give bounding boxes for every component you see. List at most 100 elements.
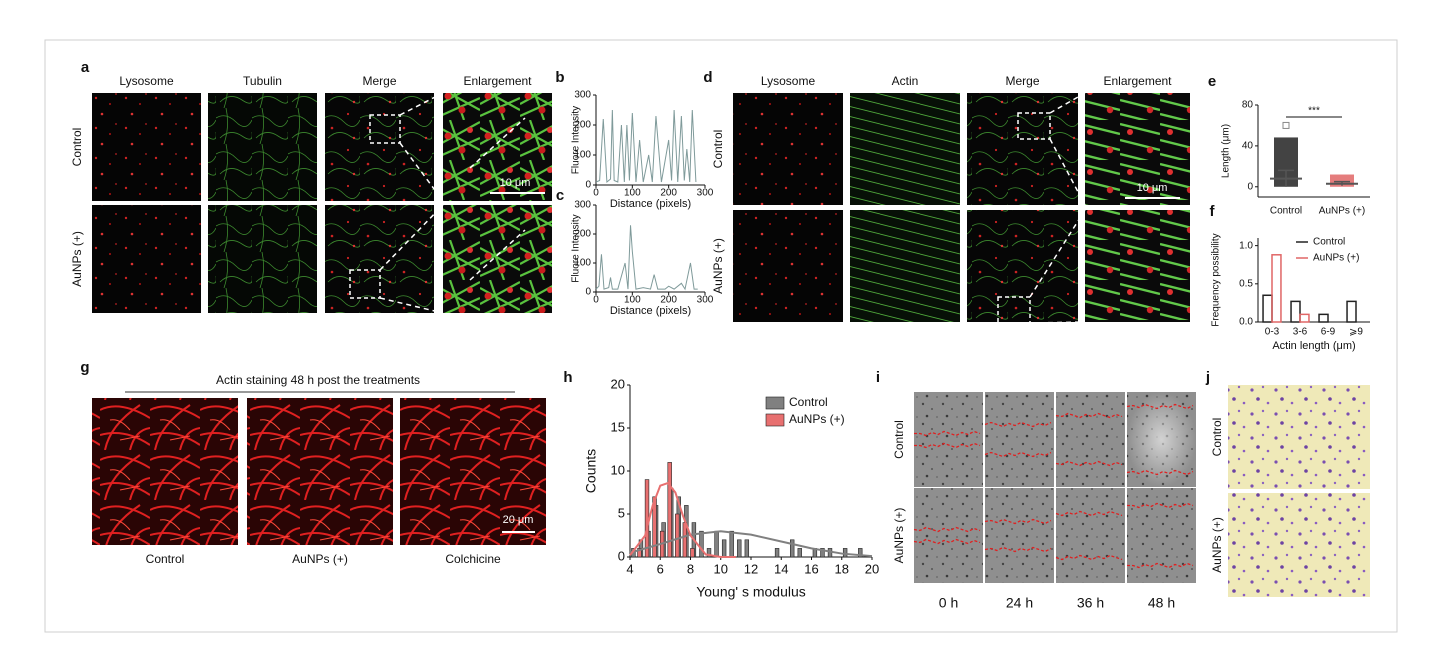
column-header: Lysosome	[119, 74, 174, 88]
column-label: 36 h	[1077, 595, 1104, 611]
panel-label: g	[80, 359, 89, 376]
y-tick-label: 100	[574, 150, 591, 161]
y-tick-label: 20	[611, 376, 625, 391]
x-tick-label: 300	[697, 295, 714, 306]
panel-label: f	[1210, 203, 1216, 220]
wound-edge	[1127, 502, 1194, 509]
wound-edge	[984, 518, 1052, 525]
zoom-box	[1017, 112, 1051, 140]
bar	[1299, 313, 1310, 323]
micrograph	[325, 93, 434, 201]
x-tick-label: 300	[697, 188, 714, 199]
x-tick-label: ⩾9	[1349, 327, 1363, 338]
y-tick-label: 0	[585, 180, 591, 191]
micrograph	[247, 398, 393, 545]
wound-edge	[1055, 510, 1123, 517]
fit-curve	[629, 481, 736, 558]
row-label: AuNPs (+)	[1210, 517, 1224, 573]
scale-bar-label: 20 μm	[503, 514, 534, 526]
histogram-bar	[790, 539, 795, 558]
legend-swatch	[765, 396, 785, 410]
column-header: Merge	[362, 74, 396, 88]
micrograph	[1056, 392, 1125, 487]
y-tick-label: 0	[585, 287, 591, 298]
histogram-bar	[737, 539, 742, 558]
profile-line	[469, 117, 526, 169]
micrograph	[443, 93, 552, 201]
outlier	[1282, 121, 1290, 129]
zoom-line	[379, 297, 444, 314]
histogram-bar	[644, 479, 650, 558]
x-tick-label: 20	[865, 561, 879, 576]
x-tick-label: 18	[835, 561, 849, 576]
row-label: AuNPs (+)	[70, 231, 84, 287]
histogram-bar	[690, 548, 695, 558]
y-tick-label: 200	[574, 120, 591, 131]
histogram-bar	[637, 548, 642, 558]
wound-edge	[914, 430, 981, 437]
zoom-line	[379, 204, 444, 271]
row-label: AuNPs (+)	[711, 238, 725, 294]
wound-edge	[1126, 469, 1194, 476]
micrograph	[1085, 93, 1190, 205]
panel-label: c	[556, 187, 564, 204]
histogram-bar	[714, 530, 719, 558]
micrograph	[733, 93, 843, 205]
bar	[1290, 300, 1301, 323]
x-tick-label: 10	[714, 561, 728, 576]
x-tick-label: 4	[626, 561, 633, 576]
x-tick-label: 100	[624, 188, 641, 199]
zoom-line	[399, 92, 444, 116]
profile-line	[469, 229, 526, 281]
zoom-line	[399, 142, 444, 202]
histogram-bar	[667, 462, 672, 558]
x-axis-label: Actin length (μm)	[1272, 340, 1355, 352]
legend-label: Control	[1313, 237, 1345, 248]
micrograph	[967, 93, 1078, 205]
y-tick-label: 80	[1242, 100, 1254, 111]
panel-label: b	[555, 69, 564, 86]
row-label: AuNPs (+)	[892, 508, 906, 564]
caption: AuNPs (+)	[292, 552, 348, 566]
y-axis-label: Counts	[583, 449, 599, 493]
zoom-line	[1049, 138, 1086, 206]
y-tick-label: 1.0	[1239, 240, 1253, 251]
y-tick-label: 100	[574, 258, 591, 269]
y-tick-label: 0	[618, 548, 625, 563]
scale-bar-label: 10 μm	[500, 177, 531, 189]
y-tick-label: 300	[574, 200, 591, 211]
x-axis-label: Distance (pixels)	[610, 198, 691, 210]
zoom-line	[1029, 321, 1086, 324]
x-tick-label: AuNPs (+)	[1319, 206, 1365, 217]
column-label: 0 h	[939, 595, 958, 611]
micrograph	[1085, 210, 1190, 322]
x-axis-label: Young' s modulus	[696, 584, 806, 600]
column-header: Actin	[892, 74, 919, 88]
y-tick-label: 300	[574, 90, 591, 101]
zoom-line	[1049, 92, 1086, 114]
histogram-bar	[744, 539, 750, 558]
x-tick-label: 0	[593, 188, 599, 199]
x-tick-label: Control	[1270, 206, 1302, 217]
wound-edge	[1055, 554, 1123, 561]
x-tick-label: 14	[774, 561, 788, 576]
panel-label: i	[876, 369, 880, 386]
column-label: 48 h	[1148, 595, 1175, 611]
y-tick-label: 10	[611, 462, 625, 477]
panel-label: a	[81, 59, 90, 76]
x-tick-label: 6	[657, 561, 664, 576]
column-header: Merge	[1005, 74, 1039, 88]
histogram-bar	[675, 513, 680, 558]
micrograph	[92, 205, 201, 313]
panel-label: e	[1208, 73, 1216, 90]
histogram-bar	[774, 548, 780, 558]
row-label: Control	[711, 130, 725, 169]
row-label: Control	[70, 128, 84, 167]
micrograph	[1228, 493, 1370, 597]
column-header: Lysosome	[761, 74, 816, 88]
y-tick-label: 200	[574, 229, 591, 240]
zoom-box	[369, 114, 401, 144]
error-bar	[1334, 180, 1350, 186]
micrograph	[208, 205, 317, 313]
x-tick-label: 200	[660, 295, 677, 306]
